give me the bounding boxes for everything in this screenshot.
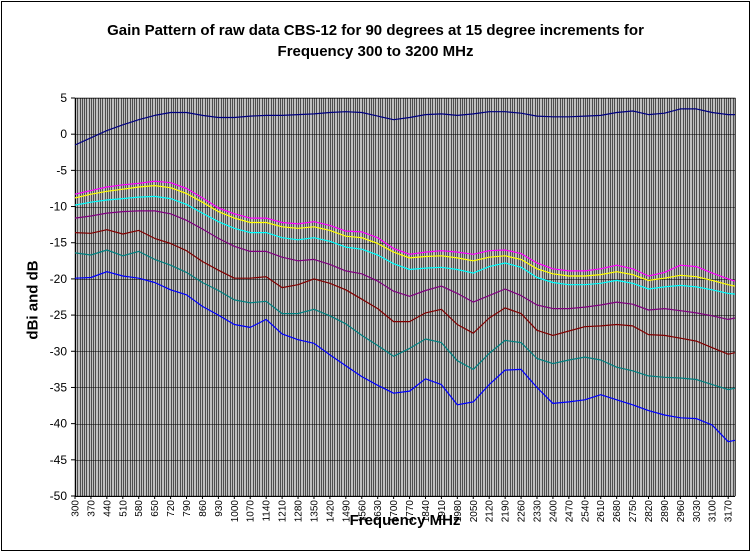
x-tick-label: 1770 xyxy=(405,500,416,523)
x-tick-label: 1560 xyxy=(357,500,368,523)
x-tick-label: 930 xyxy=(214,500,225,517)
x-tick-label: 300 xyxy=(71,500,82,517)
y-tick-label: -10 xyxy=(50,200,68,214)
series-line-2 xyxy=(74,180,736,282)
x-tick-label: 3030 xyxy=(692,500,703,523)
y-tick-label: -30 xyxy=(50,344,68,358)
x-tick-label: 1630 xyxy=(373,500,384,523)
x-tick-label: 2820 xyxy=(644,500,655,523)
x-tick-label: 3100 xyxy=(708,500,719,523)
series-line-1 xyxy=(74,108,735,146)
x-tick-label: 1700 xyxy=(389,500,400,523)
x-axis-label: Frequency MHz xyxy=(349,512,461,529)
x-tick-label: 2470 xyxy=(564,500,575,523)
x-tick-label: 2750 xyxy=(628,500,639,523)
x-tick-label: 1000 xyxy=(230,500,241,523)
y-tick-label: 5 xyxy=(60,91,67,105)
x-tick-label: 2540 xyxy=(580,500,591,523)
chart-title: Gain Pattern of raw data CBS-12 for 90 d… xyxy=(0,20,751,62)
y-tick-label: -5 xyxy=(56,163,67,177)
x-tick-label: 2610 xyxy=(596,500,607,523)
y-tick-label: -50 xyxy=(50,489,68,503)
x-tick-label: 1350 xyxy=(309,500,320,523)
x-tick-label: 2050 xyxy=(469,500,480,523)
x-tick-label: 1280 xyxy=(294,500,305,523)
x-tick-label: 580 xyxy=(134,500,145,517)
y-tick-label: -35 xyxy=(50,380,68,394)
x-tick-label: 510 xyxy=(118,500,129,517)
x-tick-label: 2890 xyxy=(660,500,671,523)
x-tick-label: 720 xyxy=(166,500,177,517)
x-tick-label: 1420 xyxy=(325,500,336,523)
x-tick-label: 790 xyxy=(182,500,193,517)
x-tick-label: 2120 xyxy=(485,500,496,523)
y-tick-label: 0 xyxy=(60,127,67,141)
x-tick-label: 1910 xyxy=(437,500,448,523)
x-tick-label: 2330 xyxy=(533,500,544,523)
x-tick-label: 1140 xyxy=(262,500,273,522)
x-tick-label: 1070 xyxy=(246,500,257,523)
x-tick-label: 370 xyxy=(86,500,97,517)
x-tick-label: 650 xyxy=(150,500,161,517)
x-tick-label: 3170 xyxy=(724,500,735,523)
y-tick-label: -25 xyxy=(50,308,68,322)
x-tick-label: 1840 xyxy=(421,500,432,523)
series-line-3 xyxy=(74,185,736,287)
series-line-4 xyxy=(74,195,736,295)
series-line-5 xyxy=(74,210,736,320)
x-tick-label: 2260 xyxy=(517,500,528,523)
y-tick-label: -20 xyxy=(50,272,68,286)
y-tick-label: -15 xyxy=(50,236,68,250)
series-line-7 xyxy=(74,249,736,391)
y-tick-label: -40 xyxy=(50,417,68,431)
y-tick-label: -45 xyxy=(50,453,68,467)
x-tick-label: 1490 xyxy=(341,500,352,523)
chart-title-line-2: Frequency 300 to 3200 MHz xyxy=(277,43,474,60)
x-tick-label: 1980 xyxy=(453,500,464,523)
series-line-6 xyxy=(74,229,736,355)
x-tick-label: 440 xyxy=(102,500,113,517)
x-tick-label: 2680 xyxy=(612,500,623,523)
plot-area xyxy=(74,97,736,497)
chart-title-line-1: Gain Pattern of raw data CBS-12 for 90 d… xyxy=(107,22,644,39)
x-tick-label: 2400 xyxy=(548,500,559,523)
x-tick-label: 860 xyxy=(198,500,209,517)
x-tick-label: 1210 xyxy=(278,500,289,523)
series-line-8 xyxy=(74,271,736,443)
x-tick-label: 2190 xyxy=(501,500,512,523)
x-tick-label: 2960 xyxy=(676,500,687,523)
